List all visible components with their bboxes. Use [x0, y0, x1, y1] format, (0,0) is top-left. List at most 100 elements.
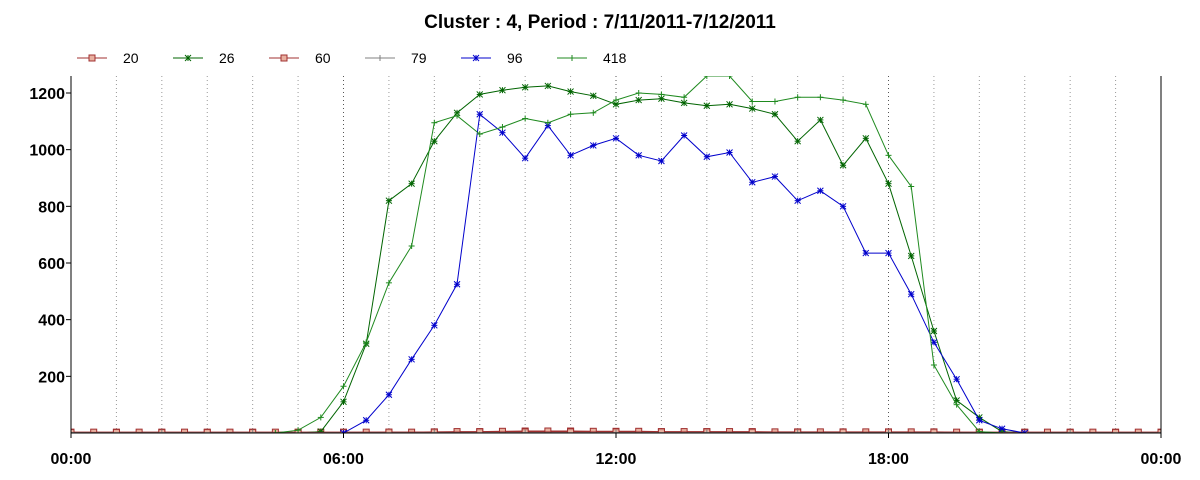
data-point — [408, 355, 415, 363]
x-tick-label: 18:00 — [868, 451, 909, 468]
data-point — [794, 94, 801, 101]
data-point — [930, 362, 937, 368]
data-point — [749, 98, 756, 105]
data-point — [885, 152, 892, 159]
y-tick-label: 200 — [38, 369, 65, 386]
data-point — [975, 416, 983, 424]
data-point — [839, 428, 847, 433]
data-point — [317, 414, 324, 421]
data-point — [771, 173, 779, 180]
data-point — [953, 401, 960, 408]
data-point — [544, 119, 551, 126]
data-point — [363, 339, 370, 346]
data-point — [521, 83, 529, 91]
data-point — [930, 428, 938, 433]
legend-item-20: 20 — [77, 50, 139, 66]
series-96 — [340, 110, 1029, 433]
legend-label: 20 — [123, 50, 139, 66]
legend: 20 26 60 79 96 418 — [77, 50, 627, 66]
data-point — [567, 428, 575, 433]
data-point — [613, 97, 619, 104]
legend-item-418: 418 — [557, 50, 627, 66]
data-point — [453, 280, 461, 288]
series-layer — [71, 76, 1161, 433]
data-point — [817, 187, 824, 195]
data-point — [635, 151, 643, 159]
x-tick-label: 00:00 — [1141, 451, 1182, 468]
data-point — [544, 427, 552, 433]
data-point — [431, 119, 438, 126]
chart-title: Cluster : 4, Period : 7/11/2011-7/12/201… — [424, 12, 776, 33]
data-point — [408, 180, 415, 188]
legend-marker — [280, 54, 288, 62]
data-point — [589, 142, 597, 149]
data-point — [567, 151, 574, 159]
legend-marker — [184, 54, 192, 62]
data-point — [499, 129, 506, 137]
legend-label: 79 — [411, 50, 427, 66]
data-point — [521, 154, 529, 162]
data-point — [362, 416, 370, 424]
data-point — [476, 131, 483, 138]
data-point — [976, 428, 983, 433]
data-point — [680, 132, 688, 139]
series-line — [275, 76, 1003, 433]
data-point — [930, 338, 938, 346]
data-point — [658, 95, 665, 103]
data-point — [862, 249, 870, 257]
data-point — [703, 76, 710, 79]
x-tick-label: 12:00 — [596, 451, 637, 468]
data-point — [703, 102, 711, 110]
x-tick-label: 00:00 — [51, 451, 92, 468]
data-point — [657, 428, 665, 433]
data-point — [794, 137, 802, 145]
data-point — [680, 99, 688, 107]
data-point — [658, 91, 665, 98]
series-418 — [272, 76, 1006, 433]
data-point — [953, 375, 960, 383]
data-point — [748, 428, 756, 433]
data-point — [499, 124, 506, 130]
data-point — [499, 86, 506, 94]
data-point — [771, 98, 778, 105]
data-point — [862, 134, 870, 142]
data-point — [476, 91, 484, 98]
data-point — [930, 327, 938, 335]
data-point — [385, 428, 393, 433]
data-point — [794, 197, 802, 205]
data-point — [999, 430, 1006, 433]
legend-item-26: 26 — [173, 50, 235, 66]
data-point — [1021, 429, 1029, 433]
legend-item-60: 60 — [269, 50, 331, 66]
data-point — [385, 391, 393, 399]
data-point — [567, 111, 574, 118]
legend-label: 60 — [315, 50, 331, 66]
data-point — [907, 252, 915, 260]
data-point — [340, 383, 347, 390]
data-point — [635, 90, 642, 96]
data-point — [885, 180, 892, 188]
data-point — [385, 279, 392, 286]
series-26 — [294, 82, 1029, 433]
data-point — [748, 178, 756, 186]
legend-marker — [569, 55, 575, 61]
y-tick-label: 800 — [38, 199, 65, 216]
x-tick-label: 06:00 — [323, 451, 364, 468]
data-point — [840, 97, 847, 104]
legend-marker — [88, 54, 96, 62]
legend-label: 26 — [219, 50, 235, 66]
data-point — [817, 116, 824, 124]
data-point — [476, 110, 484, 118]
data-point — [635, 427, 643, 433]
legend-label: 418 — [603, 50, 627, 66]
data-point — [908, 183, 915, 190]
axes: 200 400 600 800 1000 1200 00:00 06:00 12:00 18:00… — [29, 76, 1182, 468]
data-point — [340, 429, 347, 433]
data-point — [862, 101, 869, 108]
y-tick-label: 1200 — [29, 86, 65, 103]
data-point — [430, 321, 438, 329]
legend-item-96: 96 — [461, 50, 523, 66]
data-point — [771, 110, 779, 118]
data-point — [839, 202, 847, 210]
